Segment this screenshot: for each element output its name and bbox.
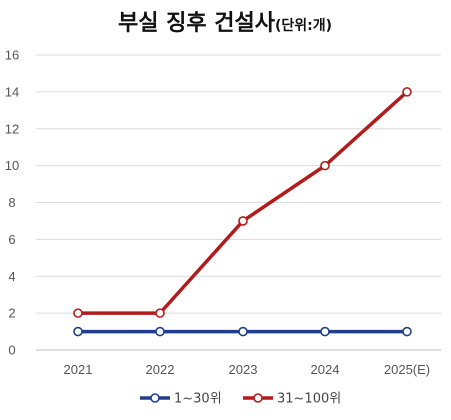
data-point [402,326,412,337]
chart-title: 부실 징후 건설사(단위:개) [118,11,332,36]
series-lines [73,87,412,337]
x-tick-label: 2021 [64,362,93,377]
x-axis-ticks: 2021 2022 2023 2024 2025(E) [64,362,431,377]
x-tick-label: 2024 [311,362,340,377]
y-tick-label: 12 [5,121,19,136]
chart-title-main: 부실 징후 건설사 [118,11,276,36]
legend-label: 1~30위 [174,392,222,407]
data-point [320,160,330,171]
legend: 1~30위 31~100위 [140,392,341,407]
y-tick-label: 14 [5,84,19,99]
x-tick-label: 2022 [146,362,175,377]
data-point [402,87,412,97]
y-tick-label: 8 [8,195,15,210]
data-point [73,326,83,337]
y-tick-label: 0 [8,343,15,358]
y-tick-label: 16 [5,48,19,63]
legend-label: 31~100위 [277,392,341,407]
x-tick-label: 2023 [229,362,258,377]
data-point [320,326,330,337]
data-point [155,326,165,337]
y-tick-label: 2 [8,306,15,321]
legend-item-2: 31~100위 [243,392,341,407]
legend-item-1: 1~30위 [140,392,222,407]
legend-swatch-marker [253,393,263,403]
data-point [238,216,248,226]
data-point [238,326,248,337]
x-tick-label: 2025(E) [384,362,430,377]
series-2 [73,87,412,318]
y-tick-label: 4 [8,269,15,284]
series-1 [73,326,412,337]
data-point [73,308,83,318]
y-tick-label: 10 [5,158,19,173]
chart-title-unit: (단위:개) [275,17,332,34]
gridlines [36,54,441,351]
y-tick-label: 6 [8,232,15,247]
legend-swatch-marker [150,393,160,403]
data-point [155,308,165,318]
y-axis-ticks: 0 2 4 6 8 10 12 14 16 [5,48,19,358]
